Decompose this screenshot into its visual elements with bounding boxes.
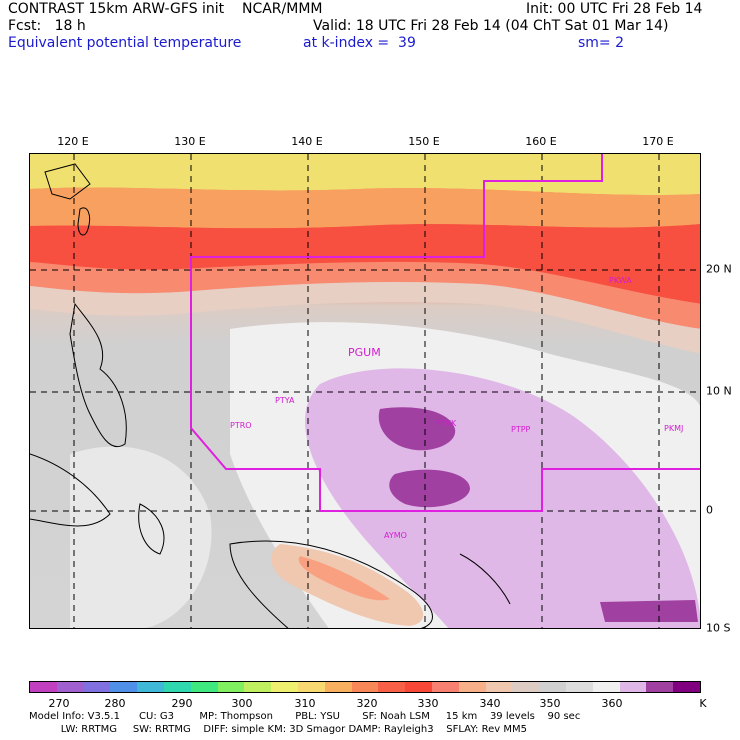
colorbar-swatch (673, 682, 700, 692)
colorbar-swatch (190, 682, 218, 692)
colorbar-swatch (30, 682, 57, 692)
station-aymo: AYMO (384, 531, 407, 540)
sulawesi-coast (138, 503, 165, 555)
china-coast (44, 163, 91, 200)
station-pkwa: PKWA (609, 276, 632, 285)
model-info-line1: Model Info: V3.5.1 CU: G3 MP: Thompson P… (29, 711, 581, 722)
field-name: Equivalent potential temperature (8, 35, 242, 51)
model-info-line2: LW: RRTMG SW: RRTMG DIFF: simple KM: 3D … (29, 724, 527, 735)
graticule (30, 154, 700, 628)
solomon-coast (459, 553, 511, 605)
station-ptkk: PTKK (436, 419, 457, 428)
band-380-north (378, 407, 456, 451)
colorbar-swatch (137, 682, 164, 692)
lon-label-170e: 170 E (642, 135, 674, 148)
colorbar-swatch (539, 682, 566, 692)
cbar-label-360: 360 (601, 697, 623, 710)
new-guinea-peaks (298, 556, 390, 601)
colorbar-swatch (592, 682, 620, 692)
taiwan-coast (77, 207, 91, 236)
colorbar-swatch (405, 682, 432, 692)
cbar-label-320: 320 (356, 697, 378, 710)
theta-e-map: PGUM PTYA PTRO PTKK PTPP PKMJ PKWA AYMO (29, 153, 701, 629)
lat-label-0: 0 (706, 503, 713, 517)
band-355-west (70, 446, 212, 628)
station-ptya: PTYA (275, 396, 295, 405)
lon-label-160e: 160 E (525, 135, 557, 148)
colorbar-swatch (512, 682, 540, 692)
station-pgum: PGUM (348, 346, 381, 359)
lon-label-140e: 140 E (291, 135, 323, 148)
colorbar (29, 681, 701, 693)
band-340 (30, 261, 700, 329)
colorbar-swatch (485, 682, 513, 692)
philippines-coast (69, 302, 127, 447)
band-350 (30, 281, 700, 354)
colorbar-swatch (351, 682, 379, 692)
band-330 (30, 224, 700, 304)
cbar-label-280: 280 (104, 697, 126, 710)
lat-label-10n: 10 N (706, 384, 732, 398)
lon-label-150e: 150 E (408, 135, 440, 148)
coastlines (30, 163, 511, 628)
cbar-label-270: 270 (48, 697, 70, 710)
lat-label-20n: 20 N (706, 262, 732, 276)
cbar-label-290: 290 (171, 697, 193, 710)
colorbar-swatch (163, 682, 191, 692)
colorbar-swatch (431, 682, 459, 692)
lon-label-130e: 130 E (174, 135, 206, 148)
valid-time: Valid: 18 UTC Fri 28 Feb 14 (04 ChT Sat … (313, 18, 669, 34)
band-320 (30, 187, 700, 229)
colorbar-swatch (378, 682, 406, 692)
cbar-unit: K (699, 697, 707, 710)
colorbar-swatch (217, 682, 245, 692)
model-title: CONTRAST 15km ARW-GFS init NCAR/MMM (8, 1, 323, 17)
colorbar-swatch (110, 682, 138, 692)
cbar-label-310: 310 (294, 697, 316, 710)
colorbar-swatch (619, 682, 647, 692)
cbar-label-300: 300 (231, 697, 253, 710)
colorbar-swatch (244, 682, 272, 692)
smoothing: sm= 2 (578, 35, 625, 51)
band-380-south (389, 469, 470, 508)
cbar-label-330: 330 (417, 697, 439, 710)
boundary-line (190, 154, 700, 512)
band-380-southeast (600, 600, 698, 622)
lat-label-10s: 10 S (706, 621, 731, 635)
station-pkmj: PKMJ (664, 424, 683, 433)
cbar-label-350: 350 (539, 697, 561, 710)
map-canvas: PGUM PTYA PTRO PTKK PTPP PKMJ PKWA AYMO (30, 154, 700, 628)
colorbar-swatch (83, 682, 111, 692)
level-index: at k-index = 39 (303, 35, 416, 51)
lon-label-120e: 120 E (57, 135, 89, 148)
new-guinea-coast (229, 540, 433, 628)
colorbar-swatch (458, 682, 486, 692)
colorbar-swatch (56, 682, 84, 692)
cbar-label-340: 340 (479, 697, 501, 710)
borneo-coast (30, 453, 111, 527)
band-310 (30, 154, 700, 196)
colorbar-swatch (297, 682, 325, 692)
colorbar-swatch (646, 682, 674, 692)
station-ptpp: PTPP (511, 425, 531, 434)
forecast-hour: Fcst: 18 h (8, 18, 86, 34)
colorbar-swatch (565, 682, 593, 692)
colorbar-swatch (324, 682, 352, 692)
colorbar-swatch (271, 682, 298, 692)
station-ptro: PTRO (230, 421, 252, 430)
init-time: Init: 00 UTC Fri 28 Feb 14 (526, 1, 703, 17)
